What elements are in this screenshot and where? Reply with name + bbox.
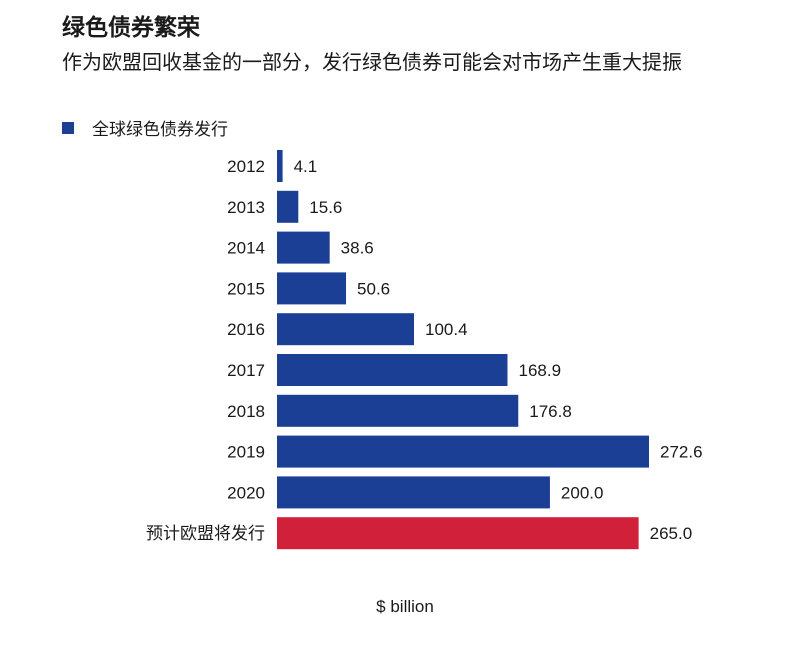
x-axis-label: $ billion	[376, 597, 434, 616]
category-label: 2016	[227, 320, 265, 339]
value-label: 176.8	[529, 402, 572, 421]
bar	[277, 476, 550, 509]
category-label: 2017	[227, 361, 265, 380]
value-label: 272.6	[660, 443, 703, 462]
legend-label: 全球绿色债券发行	[92, 120, 228, 139]
category-label: 2018	[227, 402, 265, 421]
bar	[277, 272, 347, 305]
bar	[277, 517, 639, 550]
chart-title: 绿色债券繁荣	[62, 14, 200, 41]
category-label: 2020	[227, 483, 265, 502]
bar	[277, 354, 508, 386]
bar	[277, 313, 415, 346]
chart-subtitle: 作为欧盟回收基金的一部分，发行绿色债券可能会对市场产生重大提振	[62, 52, 682, 74]
value-label: 15.6	[309, 198, 342, 217]
bar	[277, 190, 299, 223]
category-label: 预计欧盟将发行	[146, 524, 265, 543]
value-label: 100.4	[425, 320, 468, 339]
value-label: 200.0	[561, 483, 604, 502]
value-label: 50.6	[357, 279, 390, 298]
value-label: 38.6	[341, 239, 374, 258]
value-label: 265.0	[650, 524, 693, 543]
legend: 全球绿色债券发行	[62, 115, 228, 140]
category-label: 2014	[227, 239, 265, 258]
value-label: 168.9	[518, 361, 561, 380]
bar	[277, 150, 283, 182]
bar	[277, 394, 519, 427]
bar	[277, 231, 330, 264]
legend-swatch	[62, 121, 74, 134]
value-label: 4.1	[294, 157, 318, 176]
category-label: 2013	[227, 198, 265, 217]
bar	[277, 435, 649, 468]
category-label: 2012	[227, 157, 265, 176]
category-label: 2019	[227, 443, 265, 462]
category-label: 2015	[227, 279, 265, 298]
